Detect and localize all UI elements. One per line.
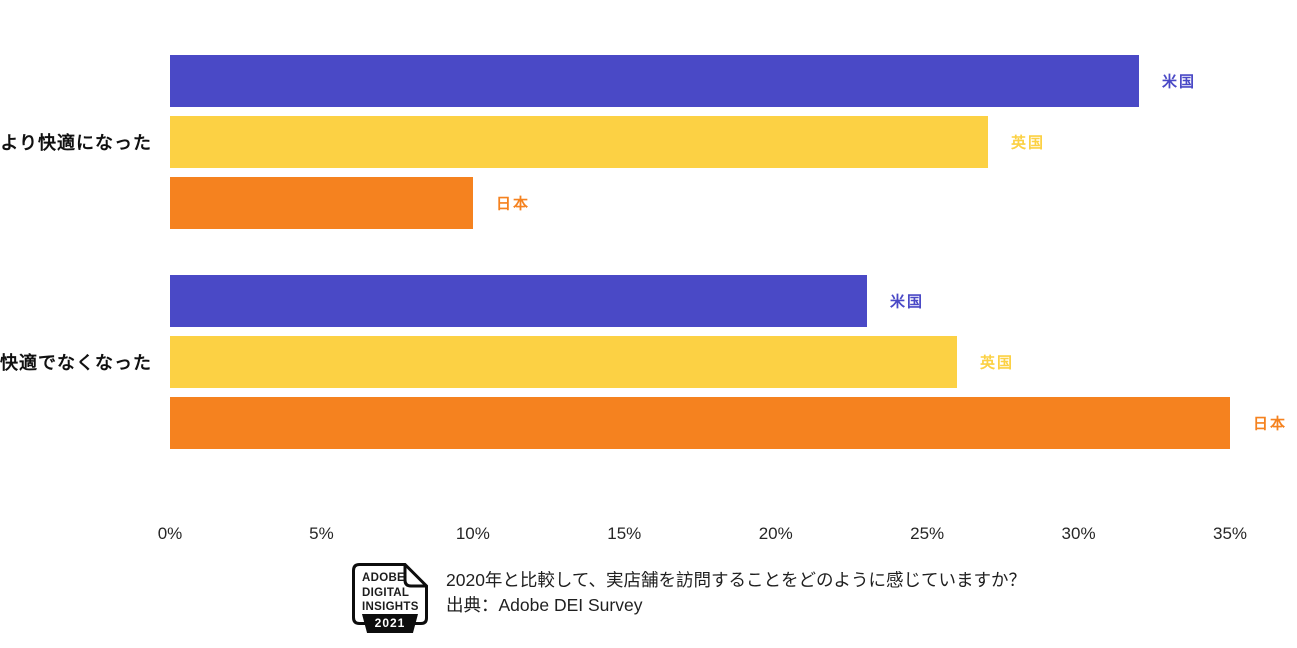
- caption-source: 出典：Adobe DEI Survey: [446, 594, 643, 615]
- bar-英国-group0: [170, 116, 988, 168]
- series-label-英国-group0: 英国: [1011, 134, 1046, 152]
- series-label-英国-group1: 英国: [980, 354, 1015, 372]
- x-tick-15%: 15%: [607, 524, 642, 543]
- x-tick-30%: 30%: [1061, 524, 1096, 543]
- series-label-日本-group0: 日本: [496, 195, 531, 213]
- caption: 2020年と比較して、実店舗を訪問することをどのように感じていますか？ 出典：A…: [446, 563, 1026, 617]
- logo-badge-icon: [352, 563, 428, 625]
- series-label-米国-group0: 米国: [1162, 73, 1197, 91]
- bar-米国-group1: [170, 275, 867, 327]
- series-label-米国-group1: 米国: [890, 293, 925, 311]
- bar-英国-group1: [170, 336, 957, 388]
- x-tick-35%: 35%: [1212, 524, 1248, 543]
- logo-line3: INSIGHTS: [362, 601, 419, 613]
- bar-米国-group0: [170, 55, 1139, 107]
- adobe-digital-insights-logo: ADOBE DIGITAL INSIGHTS 2021: [352, 563, 428, 633]
- category-label-1: 快適でなくなった: [0, 353, 152, 373]
- x-tick-0%: 0%: [157, 524, 183, 543]
- x-tick-25%: 25%: [910, 524, 945, 543]
- logo-text: ADOBE DIGITAL INSIGHTS: [362, 571, 419, 615]
- bar-日本-group1: [170, 397, 1230, 449]
- x-tick-10%: 10%: [455, 524, 490, 543]
- caption-question: 2020年と比較して、実店舗を訪問することをどのように感じていますか？: [446, 570, 1027, 590]
- series-label-日本-group1: 日本: [1253, 415, 1288, 433]
- footer: ADOBE DIGITAL INSIGHTS 2021 2020年と比較して、実…: [352, 563, 1026, 633]
- logo-line1: ADOBE: [362, 572, 406, 584]
- x-tick-20%: 20%: [758, 524, 793, 543]
- logo-year-badge: 2021: [362, 614, 418, 633]
- x-tick-5%: 5%: [309, 524, 334, 543]
- logo-line2: DIGITAL: [362, 586, 410, 599]
- bar-日本-group0: [170, 177, 473, 229]
- category-label-0: より快適になった: [0, 133, 152, 153]
